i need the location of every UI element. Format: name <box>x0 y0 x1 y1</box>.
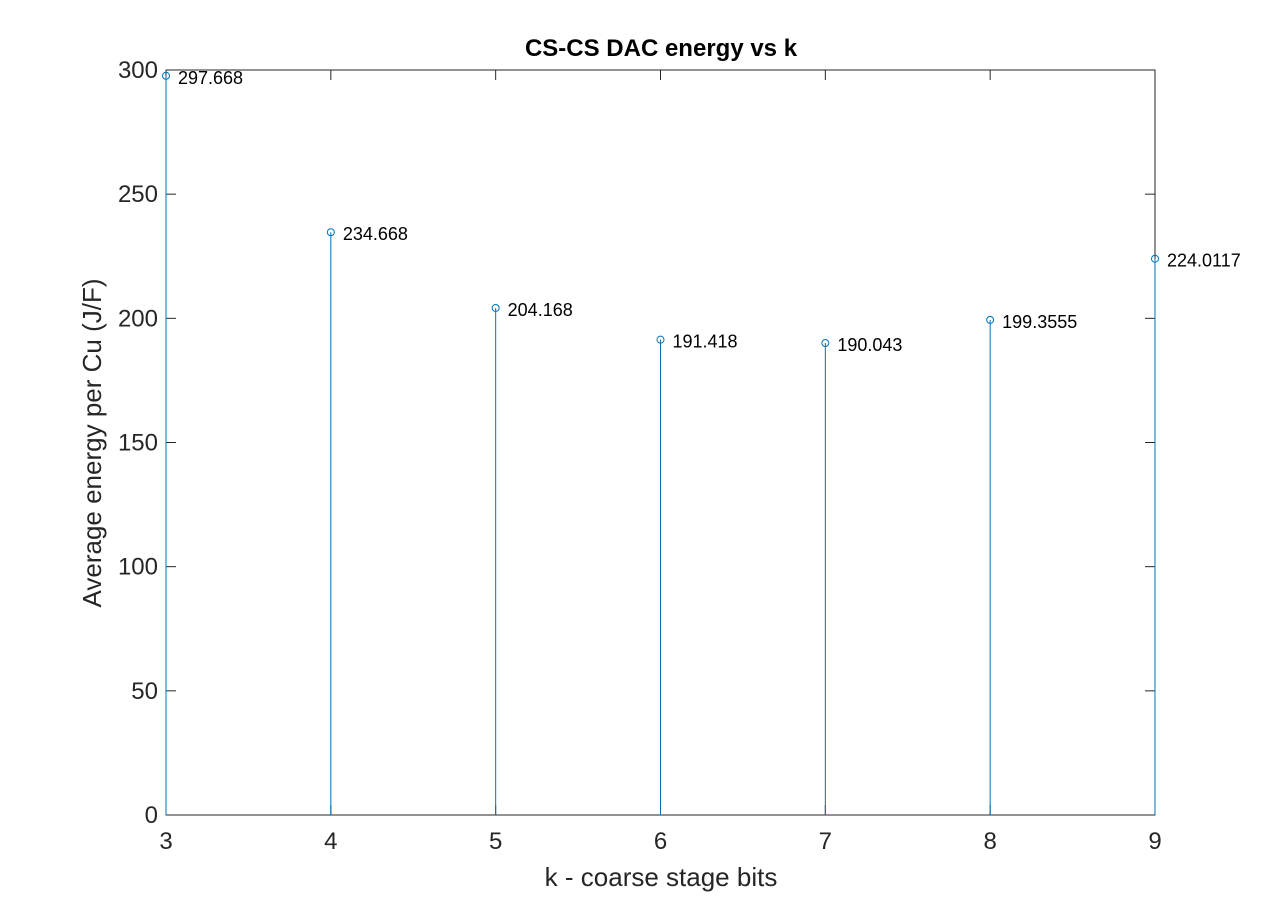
data-label: 191.418 <box>673 332 738 352</box>
plot-area: 0 50 100 150 200 250 300 3 4 5 6 7 8 9 297.668 234.668 2… <box>118 57 1241 855</box>
data-label: 190.043 <box>837 335 902 355</box>
x-tick-label: 3 <box>159 828 172 855</box>
x-tick-label: 6 <box>654 828 667 855</box>
chart-title: CS-CS DAC energy vs k <box>525 35 798 62</box>
stem-marker <box>821 339 830 348</box>
y-tick-label: 0 <box>145 802 158 829</box>
y-tick-label: 200 <box>118 305 158 332</box>
data-label: 204.168 <box>508 300 573 320</box>
stem-marker <box>162 71 170 80</box>
stem-marker <box>491 303 500 312</box>
data-label: 224.0117 <box>1167 251 1241 271</box>
y-tick-label: 300 <box>118 57 158 84</box>
stem-marker <box>326 228 335 237</box>
y-tick-label: 50 <box>131 678 158 705</box>
data-label: 234.668 <box>343 224 408 244</box>
x-tick-label: 8 <box>983 828 996 855</box>
data-label: 199.3555 <box>1002 312 1077 332</box>
y-tick-label: 250 <box>118 181 158 208</box>
stem-marker <box>986 315 995 324</box>
x-tick-label: 9 <box>1148 828 1161 855</box>
stem-marker <box>1151 254 1159 263</box>
data-label: 297.668 <box>178 68 243 88</box>
x-tick-label: 7 <box>819 828 832 855</box>
x-axis-label: k - coarse stage bits <box>545 862 778 892</box>
x-tick-label: 4 <box>324 828 337 855</box>
y-axis-label: Average energy per Cu (J/F) <box>77 279 107 608</box>
y-tick-label: 100 <box>118 554 158 581</box>
y-tick-label: 150 <box>118 430 158 457</box>
stem-marker <box>656 335 665 344</box>
x-tick-label: 5 <box>489 828 502 855</box>
